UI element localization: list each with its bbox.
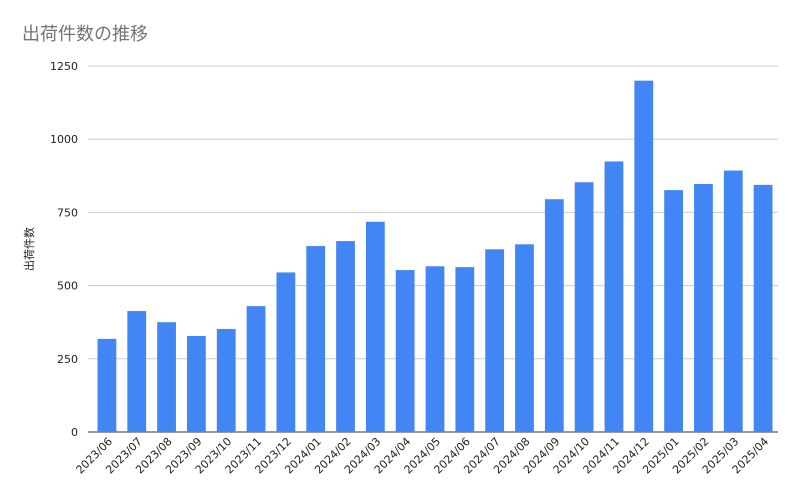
bar: [634, 80, 654, 432]
bar: [216, 328, 236, 432]
bar: [664, 190, 684, 432]
bar: [157, 322, 176, 432]
bar: [127, 311, 147, 432]
bar: [574, 182, 594, 432]
bar: [544, 199, 564, 432]
bar: [425, 266, 445, 432]
y-axis-label: 出荷件数: [22, 227, 36, 271]
bar: [246, 306, 266, 432]
bar: [306, 246, 326, 432]
bar: [485, 249, 505, 432]
bar: [276, 272, 296, 432]
bar: [753, 184, 773, 432]
y-tick-label: 0: [71, 426, 78, 439]
bars: [97, 80, 773, 432]
bar: [515, 244, 534, 432]
y-tick-label: 1000: [50, 133, 78, 146]
y-tick-label: 750: [57, 206, 78, 219]
chart-title: 出荷件数の推移: [22, 24, 148, 45]
bar: [395, 270, 415, 432]
x-axis-ticks: 2023/062023/072023/082023/092023/102023/…: [74, 435, 772, 477]
y-tick-label: 1250: [50, 60, 78, 73]
bar: [455, 267, 475, 432]
y-axis-ticks: 0 250 500 750 1000 1250: [50, 60, 78, 439]
bar: [694, 183, 713, 432]
bar: [604, 161, 624, 432]
bar: [723, 170, 743, 432]
y-tick-label: 500: [57, 280, 78, 293]
bar: [97, 338, 117, 432]
y-tick-label: 250: [57, 353, 78, 366]
bar: [336, 241, 355, 432]
bar: [365, 221, 385, 432]
bar: [186, 335, 206, 432]
